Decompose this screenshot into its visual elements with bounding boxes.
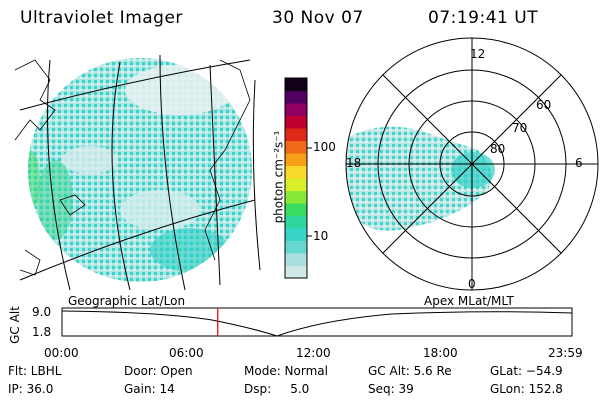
lat-label-80: 80 [490, 142, 506, 156]
time-tick-1: 06:00 [169, 346, 204, 360]
colorbar-tick-100: 100 [313, 140, 336, 154]
colorbar-segment [285, 178, 307, 191]
mlt-label-18: 18 [346, 156, 362, 170]
colorbar-tick-10: 10 [313, 229, 329, 243]
colorbar-segment [285, 165, 307, 179]
time-label: 07:19:41 UT [428, 8, 539, 28]
geographic-map [14, 54, 261, 291]
mode-info: Mode: Normal [244, 364, 328, 378]
geo-panel-label: Geographic Lat/Lon [68, 294, 186, 308]
door-info: Door: Open [124, 364, 193, 378]
colorbar-segment [285, 228, 307, 241]
mlt-label-12: 12 [470, 47, 486, 61]
colorbar-segment [285, 265, 307, 279]
colorbar-segment [285, 153, 307, 166]
time-tick-0: 00:00 [44, 346, 79, 360]
colorbar-segment [285, 253, 307, 266]
colorbar-segment [285, 190, 307, 204]
colorbar-segment [285, 78, 307, 91]
time-tick-2: 12:00 [296, 346, 331, 360]
colorbar [284, 77, 312, 279]
time-tick-4: 23:59 [548, 346, 583, 360]
colorbar-unit-label: photon cm⁻²s⁻¹ [271, 130, 286, 224]
altitude-tick-low: 1.8 [32, 325, 52, 339]
colorbar-segment [285, 103, 307, 116]
altitude-axis-label: GC Alt [7, 306, 22, 344]
polar-panel-label: Apex MLat/MLT [424, 294, 514, 308]
altitude-track-plot [61, 307, 573, 337]
seq-info: Seq: 39 [368, 382, 414, 396]
instrument-title: Ultraviolet Imager [20, 8, 183, 28]
glon-info: GLon: 152.8 [490, 382, 563, 396]
altitude-tick-high: 9.0 [32, 305, 52, 319]
ip-info: IP: 36.0 [8, 382, 54, 396]
colorbar-segment [285, 128, 307, 141]
lat-label-60: 60 [536, 98, 552, 112]
colorbar-segment [285, 240, 307, 254]
colorbar-segment [285, 140, 307, 154]
flt-info: Flt: LBHL [8, 364, 62, 378]
colorbar-segment [285, 203, 307, 216]
glat-info: GLat: −54.9 [490, 364, 563, 378]
gc-alt-info: GC Alt: 5.6 Re [368, 364, 452, 378]
lat-label-70: 70 [512, 121, 528, 135]
mlt-label-6: 6 [575, 156, 583, 170]
mlt-label-0: 0 [468, 277, 476, 291]
dsp-info: Dsp: 5.0 [244, 382, 310, 396]
colorbar-segment [285, 215, 307, 229]
colorbar-segment [285, 90, 307, 104]
polar-plot [345, 37, 599, 291]
gain-info: Gain: 14 [124, 382, 175, 396]
time-tick-3: 18:00 [423, 346, 458, 360]
colorbar-segment [285, 115, 307, 129]
date-label: 30 Nov 07 [272, 8, 364, 28]
